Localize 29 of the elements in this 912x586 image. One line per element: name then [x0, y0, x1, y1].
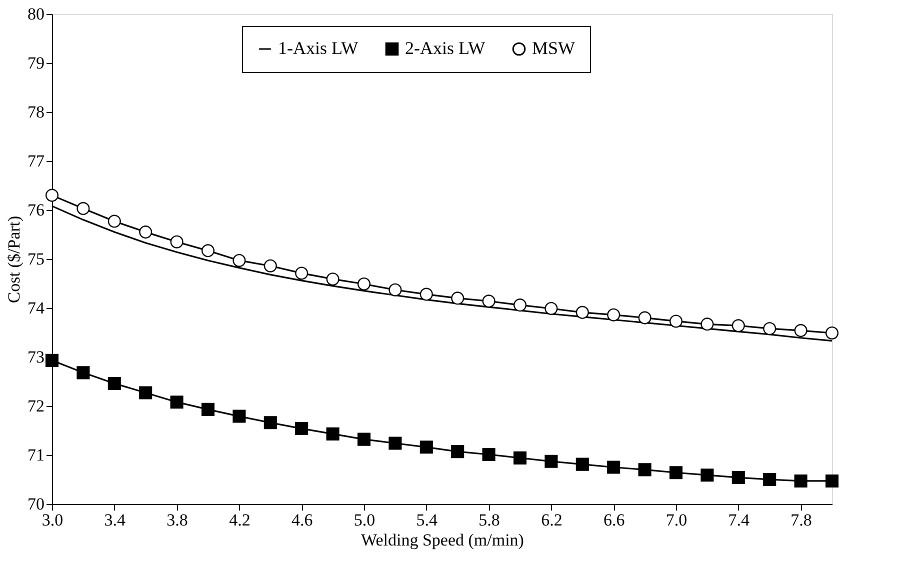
x-tick-label: 6.2 [541, 510, 562, 530]
x-tick-label: 7.0 [666, 510, 688, 530]
x-tick-label: 3.8 [166, 510, 188, 530]
y-tick-label: 77 [28, 152, 45, 170]
y-tick-label: 78 [28, 102, 44, 122]
legend-label: 2-Axis LW [405, 38, 486, 58]
x-tick-label: 7.8 [790, 510, 812, 530]
y-tick-label: 70 [28, 494, 44, 514]
y-axis-title: Cost ($/Part) [4, 216, 24, 304]
y-tick-label: 80 [28, 4, 44, 24]
x-tick-label: 4.6 [291, 510, 313, 530]
y-tick-label: 73 [28, 348, 44, 366]
x-tick-label: 5.8 [478, 510, 500, 530]
x-tick-label: 4.2 [229, 510, 250, 530]
y-tick-label: 75 [28, 250, 44, 268]
legend-label: MSW [532, 38, 576, 58]
x-axis-title: Welding Speed (m/min) [361, 530, 524, 550]
y-tick-label: 79 [28, 54, 44, 72]
x-tick-label: 5.0 [354, 510, 376, 530]
y-tick-label: 74 [28, 298, 45, 318]
legend-label: 1-Axis LW [278, 38, 358, 58]
y-tick-label: 71 [28, 446, 44, 464]
x-tick-label: 7.4 [728, 510, 750, 530]
y-tick-label: 72 [28, 396, 44, 416]
x-tick-label: 6.6 [603, 510, 625, 530]
x-tick-label: 3.0 [42, 510, 64, 530]
x-tick-label: 5.4 [416, 510, 438, 530]
y-tick-label: 76 [28, 200, 44, 220]
x-tick-label: 3.4 [104, 510, 126, 530]
